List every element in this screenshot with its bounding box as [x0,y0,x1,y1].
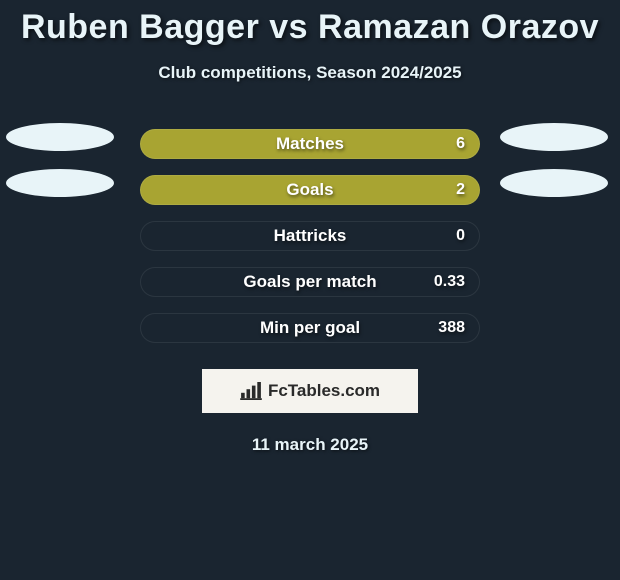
stat-bar: Min per goal 388 [140,313,480,343]
stat-row: Goals per match 0.33 [0,259,620,305]
stat-label: Goals [286,180,333,200]
stat-label: Min per goal [260,318,360,338]
stat-bar: Goals per match 0.33 [140,267,480,297]
badge-text: FcTables.com [268,381,380,401]
site-badge[interactable]: FcTables.com [202,369,418,413]
stat-label: Hattricks [274,226,347,246]
stat-row: Matches 6 [0,121,620,167]
stat-row: Goals 2 [0,167,620,213]
player-right-marker [500,123,608,151]
stat-value: 0.33 [434,273,465,291]
stat-label: Matches [276,134,344,154]
page-title: Ruben Bagger vs Ramazan Orazov [0,0,620,47]
stat-row: Hattricks 0 [0,213,620,259]
bar-chart-icon [240,382,262,400]
stat-value: 0 [456,227,465,245]
stat-row: Min per goal 388 [0,305,620,351]
player-left-marker [6,123,114,151]
subtitle: Club competitions, Season 2024/2025 [0,63,620,83]
player-left-marker [6,169,114,197]
stat-label: Goals per match [243,272,376,292]
stat-bar: Hattricks 0 [140,221,480,251]
stat-bar: Goals 2 [140,175,480,205]
stat-value: 2 [456,181,465,199]
player-right-marker [500,169,608,197]
date-label: 11 march 2025 [0,435,620,455]
stat-value: 388 [438,319,465,337]
stats-list: Matches 6 Goals 2 Hattricks 0 Goals per match 0… [0,121,620,351]
stat-value: 6 [456,135,465,153]
stat-bar: Matches 6 [140,129,480,159]
